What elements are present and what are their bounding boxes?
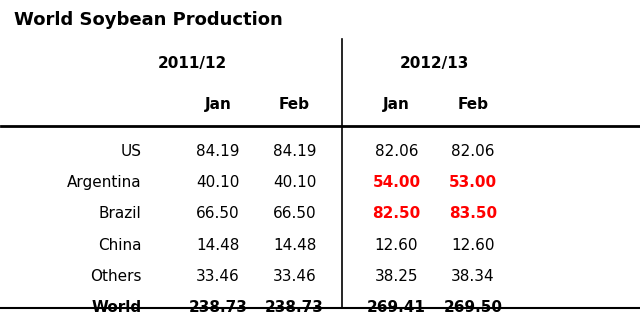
Text: 82.06: 82.06 [374, 144, 418, 159]
Text: 83.50: 83.50 [449, 206, 497, 221]
Text: 66.50: 66.50 [273, 206, 316, 221]
Text: 66.50: 66.50 [196, 206, 240, 221]
Text: 40.10: 40.10 [196, 175, 240, 190]
Text: 269.41: 269.41 [367, 300, 426, 315]
Text: Others: Others [90, 269, 141, 284]
Text: 33.46: 33.46 [273, 269, 316, 284]
Text: 82.50: 82.50 [372, 206, 420, 221]
Text: 38.25: 38.25 [374, 269, 418, 284]
Text: China: China [98, 238, 141, 253]
Text: Argentina: Argentina [67, 175, 141, 190]
Text: Feb: Feb [458, 97, 488, 112]
Text: 12.60: 12.60 [374, 238, 418, 253]
Text: 14.48: 14.48 [196, 238, 240, 253]
Text: World: World [92, 300, 141, 315]
Text: 238.73: 238.73 [189, 300, 248, 315]
Text: 40.10: 40.10 [273, 175, 316, 190]
Text: Jan: Jan [205, 97, 232, 112]
Text: 14.48: 14.48 [273, 238, 316, 253]
Text: 53.00: 53.00 [449, 175, 497, 190]
Text: 84.19: 84.19 [273, 144, 316, 159]
Text: US: US [120, 144, 141, 159]
Text: 38.34: 38.34 [451, 269, 495, 284]
Text: World Soybean Production: World Soybean Production [14, 11, 283, 29]
Text: Feb: Feb [279, 97, 310, 112]
Text: 238.73: 238.73 [265, 300, 324, 315]
Text: 12.60: 12.60 [451, 238, 495, 253]
Text: 54.00: 54.00 [372, 175, 420, 190]
Text: 2011/12: 2011/12 [158, 56, 227, 72]
Text: Brazil: Brazil [99, 206, 141, 221]
Text: 82.06: 82.06 [451, 144, 495, 159]
Text: 269.50: 269.50 [444, 300, 502, 315]
Text: 84.19: 84.19 [196, 144, 240, 159]
Text: Jan: Jan [383, 97, 410, 112]
Text: 33.46: 33.46 [196, 269, 240, 284]
Text: 2012/13: 2012/13 [400, 56, 469, 72]
